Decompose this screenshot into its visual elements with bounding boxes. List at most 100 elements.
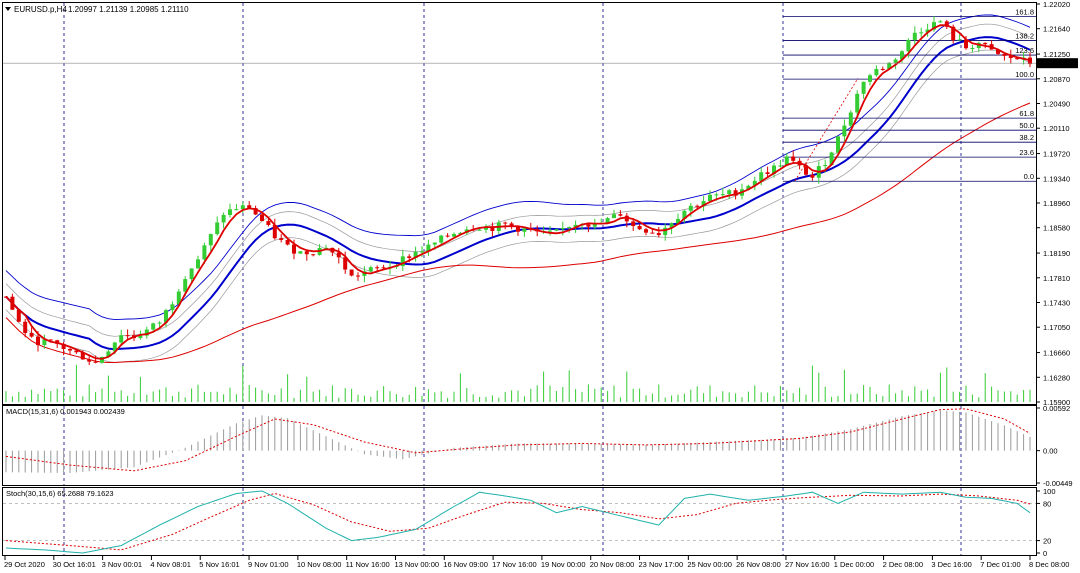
fib-level-label: 138.2 [1015, 31, 1034, 40]
candle-body [605, 218, 610, 223]
candle-body [164, 310, 168, 323]
y-tick-label: 1.15900 [1043, 398, 1070, 407]
stoch-y-tick-label: 100 [1043, 487, 1056, 496]
y-tick-label: 1.19340 [1043, 174, 1070, 183]
y-tick-label: 1.20870 [1043, 75, 1070, 84]
candle-body [503, 222, 508, 224]
macd-title: MACD(15,31,6) 0.001943 0.002439 [6, 407, 125, 416]
candle-body [708, 194, 712, 202]
candle-body [509, 223, 514, 227]
candle-body [970, 48, 975, 50]
y-tick-label: 1.18960 [1043, 199, 1070, 208]
y-tick-label: 1.19720 [1043, 150, 1070, 159]
candle-body [343, 257, 348, 270]
candle-body [676, 218, 680, 224]
candle-body [957, 39, 962, 41]
candle-body [285, 239, 290, 245]
stoch-y-tick-label: 0 [1043, 549, 1047, 558]
x-tick-label: 5 Nov 16:01 [199, 560, 239, 569]
candle-body [772, 165, 776, 174]
candle-body [87, 359, 92, 362]
y-tick-label: 1.17430 [1043, 299, 1070, 308]
candle-body [912, 32, 917, 40]
candle-body [829, 152, 834, 166]
fibonacci-levels: 161.8 138.2 123.6 100.0 61.8 50.0 38.2 23.6 0.0 [783, 7, 1036, 182]
candle-body [759, 172, 764, 181]
candle-body [925, 29, 930, 33]
y-tick-label: 1.20490 [1043, 100, 1070, 109]
candle-body [951, 26, 956, 41]
y-axis: 1.22020 1.21640 1.21250 1.20870 1.20490 1.201… [1036, 0, 1070, 407]
candle-body [778, 165, 783, 167]
candle-body [932, 22, 936, 30]
candle-body [151, 323, 156, 330]
x-tick-label: 25 Nov 00:00 [687, 560, 732, 569]
fib-level-label: 100.0 [1015, 70, 1034, 79]
candle-body [292, 244, 296, 254]
candle-body [701, 201, 706, 207]
candle-body [548, 230, 552, 232]
candle-body [170, 304, 175, 311]
candle-body [29, 332, 34, 337]
candle-body [765, 172, 770, 174]
candle-body [272, 224, 277, 239]
candle-body [893, 59, 898, 63]
candle-body [848, 112, 853, 126]
candle-body [253, 208, 258, 215]
candle-body [477, 229, 482, 231]
candle-body [420, 251, 424, 253]
candle-body [458, 232, 463, 235]
candle-body [157, 322, 162, 324]
candle-body [234, 209, 239, 211]
fib-level-label: 61.8 [1019, 109, 1034, 118]
y-tick-label: 1.18580 [1043, 224, 1070, 233]
stoch-y-tick-label: 80 [1043, 499, 1051, 508]
candle-body [836, 136, 840, 153]
candle-body [74, 350, 79, 353]
candle-body [119, 335, 124, 343]
candle-body [298, 251, 303, 254]
macd-pane: 0.00592 0.00 -0.00449 [5, 404, 1073, 488]
x-tick-label: 10 Nov 08:00 [297, 560, 342, 569]
x-tick-label: 4 Nov 08:01 [150, 560, 190, 569]
candle-body [784, 156, 789, 166]
y-tick-label: 1.16280 [1043, 373, 1070, 382]
x-tick-label: 7 Dec 01:00 [980, 560, 1020, 569]
candle-body [106, 351, 111, 357]
candle-body [23, 321, 28, 333]
symbol-title: EURUSD.p,H4 [14, 5, 67, 14]
candle-body [16, 309, 21, 322]
candle-body [452, 234, 456, 237]
candle-body [919, 32, 924, 34]
x-tick-label: 26 Nov 08:00 [736, 560, 781, 569]
x-tick-label: 3 Nov 00:01 [102, 560, 142, 569]
candle-body [733, 190, 738, 196]
candle-body [861, 81, 866, 94]
y-tick-label: 1.20110 [1043, 124, 1070, 133]
macd-pane-frame [2, 405, 1037, 486]
candle-body [125, 335, 130, 337]
x-axis: 29 Oct 2020 30 Oct 16:01 3 Nov 00:01 4 Nov … [4, 556, 1069, 569]
candle-body [349, 269, 354, 276]
candle-body [413, 251, 418, 258]
x-tick-label: 13 Nov 00:00 [394, 560, 439, 569]
candle-body [618, 214, 623, 216]
candle-body [208, 234, 213, 246]
candle-body [228, 209, 232, 215]
candle-body [432, 242, 437, 245]
candle-body [356, 275, 360, 277]
candle-body [138, 335, 143, 339]
candle-body [400, 256, 405, 267]
stoch-pane: 100 80 20 0 [3, 487, 1056, 558]
candle-body [637, 225, 642, 230]
macd-y-tick-label: -0.00449 [1043, 479, 1073, 488]
candle-body [900, 51, 904, 60]
stoch-y-tick-label: 20 [1043, 537, 1051, 546]
candle-body [855, 93, 860, 113]
volume-bars [5, 364, 1031, 402]
candle-body [650, 232, 655, 234]
collapse-arrow-icon[interactable] [5, 7, 11, 11]
fib-level-label: 38.2 [1019, 133, 1034, 142]
x-tick-label: 30 Oct 16:01 [53, 560, 96, 569]
candle-body [445, 235, 450, 237]
